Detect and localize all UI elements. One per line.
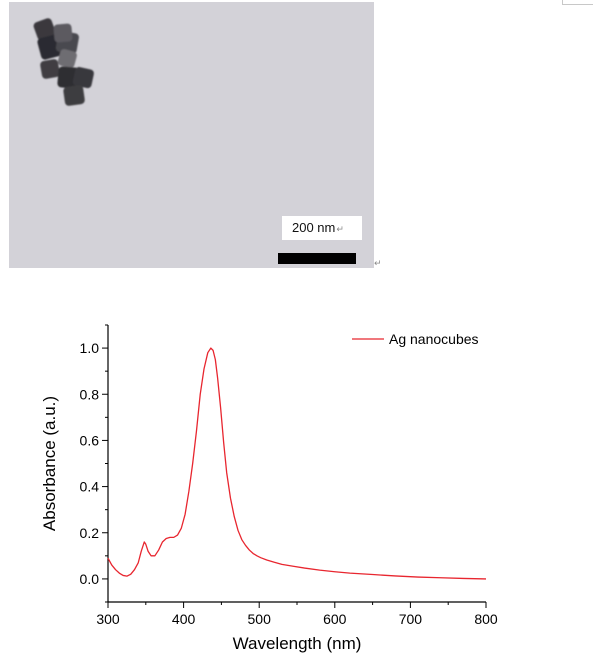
absorbance-chart: 300 400 500 600 700 800 0.0 0.2 0.4 0.6 0.8 1.0 Ag… <box>40 324 498 653</box>
y-tick-label: 0.6 <box>80 432 100 448</box>
chart-series <box>107 347 487 580</box>
nanocube <box>33 18 56 41</box>
series-line <box>107 347 487 580</box>
y-tick-label: 0.4 <box>80 479 100 495</box>
x-tick-label: 300 <box>96 611 120 627</box>
return-mark: ↵ <box>336 224 344 234</box>
x-tick-label: 800 <box>474 611 498 627</box>
nanocube <box>53 23 73 43</box>
nanocube <box>40 59 60 79</box>
y-tick-label: 0.2 <box>80 525 100 541</box>
nanocube-cluster <box>33 18 94 106</box>
x-tick-label: 700 <box>399 611 423 627</box>
x-tick-label: 500 <box>248 611 272 627</box>
nanocube <box>63 85 85 106</box>
document-corner-mark <box>562 0 593 5</box>
nanocube <box>57 49 77 69</box>
tem-image-svg <box>9 2 374 268</box>
y-tick-label: 0.0 <box>80 571 100 587</box>
scale-bar-label: 200 nm↵ <box>292 220 344 235</box>
x-axis-label: Wavelength (nm) <box>233 634 362 653</box>
x-tick-label: 400 <box>172 611 196 627</box>
scale-bar <box>278 253 356 264</box>
legend-label: Ag nanocubes <box>389 331 479 347</box>
chart-legend: Ag nanocubes <box>352 331 479 347</box>
x-axis-ticks: 300 400 500 600 700 800 <box>96 602 498 627</box>
scale-label-box: 200 nm↵ <box>282 216 362 240</box>
y-tick-label: 0.8 <box>80 386 100 402</box>
x-tick-label: 600 <box>323 611 347 627</box>
chart-axes <box>107 325 486 603</box>
y-tick-label: 1.0 <box>80 340 100 356</box>
tem-micrograph: 200 nm↵ <box>9 2 374 268</box>
y-axis-ticks: 0.0 0.2 0.4 0.6 0.8 1.0 <box>80 324 108 603</box>
y-axis-label: Absorbance (a.u.) <box>40 396 59 531</box>
paragraph-mark: ↵ <box>374 258 382 268</box>
nanocube <box>72 67 94 89</box>
